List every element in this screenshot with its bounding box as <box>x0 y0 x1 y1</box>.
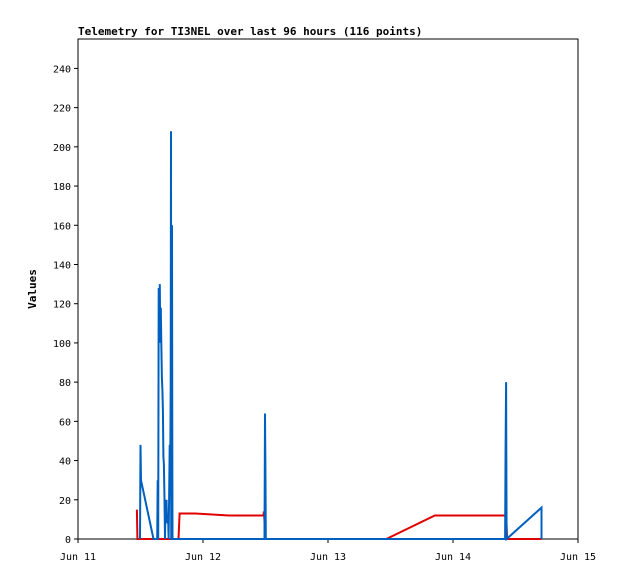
x-tick-label: Jun 13 <box>310 552 346 563</box>
x-tick-label: Jun 14 <box>435 552 471 563</box>
y-tick-label: 60 <box>59 417 71 428</box>
x-axis-ticks: Jun 11 Jun 12 Jun 13 Jun 14 Jun 15 <box>60 539 596 563</box>
plot-area <box>77 38 579 540</box>
y-tick-label: 140 <box>53 260 71 271</box>
series-line-2 <box>139 131 543 542</box>
y-tick-label: 120 <box>53 300 71 311</box>
x-tick-label: Jun 12 <box>185 552 221 563</box>
x-tick-label: Jun 11 <box>60 552 96 563</box>
y-tick-label: 180 <box>53 182 71 193</box>
series-group <box>135 131 543 542</box>
y-tick-label: 160 <box>53 221 71 232</box>
y-axis-label: Values <box>26 269 39 309</box>
y-tick-label: 40 <box>59 457 71 468</box>
y-tick-label: 80 <box>59 378 71 389</box>
x-tick-label: Jun 15 <box>560 552 596 563</box>
chart-title: Telemetry for TI3NEL over last 96 hours … <box>78 25 422 38</box>
y-tick-label: 0 <box>65 535 71 546</box>
y-axis-ticks: 0 20 40 60 80 100 120 140 160 180 200 220 240 <box>53 64 78 546</box>
y-tick-label: 100 <box>53 339 71 350</box>
y-tick-label: 200 <box>53 143 71 154</box>
y-tick-label: 220 <box>53 104 71 115</box>
y-tick-label: 20 <box>59 496 71 507</box>
y-tick-label: 240 <box>53 64 71 75</box>
